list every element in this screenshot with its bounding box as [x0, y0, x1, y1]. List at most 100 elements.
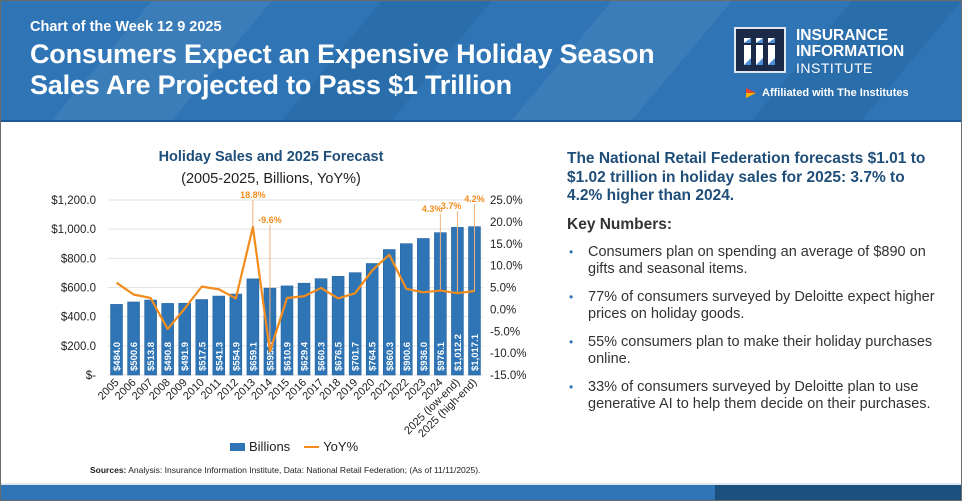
bar-value-label: $1,012.2	[453, 334, 464, 371]
bar	[280, 285, 294, 376]
y-right-tick-label: 5.0%	[490, 283, 516, 295]
list-item: • 33% of consumers surveyed by Deloitte p…	[567, 379, 937, 414]
yoy-callout-label: 4.2%	[464, 194, 485, 204]
bar-value-label: $541.3	[214, 342, 225, 371]
bar-value-label: $701.7	[351, 342, 362, 371]
bar	[382, 249, 396, 376]
institutes-arrow-icon	[746, 88, 756, 98]
list-item: • Consumers plan on spending an average o…	[567, 244, 937, 279]
bar	[161, 303, 174, 376]
y-right-tick-label: 25.0%	[490, 195, 523, 207]
bar-value-label: $1,017.1	[470, 333, 481, 371]
y-right-tick-label: -5.0%	[490, 326, 520, 338]
logo-line-2: INFORMATION	[796, 43, 905, 60]
y-right-tick-label: 10.0%	[490, 261, 523, 273]
bar	[417, 238, 430, 376]
y-left-tick-label: $1,000.0	[51, 224, 96, 236]
bar	[400, 243, 413, 376]
combo-chart: $- $200.0 $400.0 $600.0 $800.0 $1,000.0 $1,200…	[51, 190, 526, 440]
sources-label: Sources:	[90, 465, 127, 475]
bar-value-label: $659.1	[248, 341, 259, 371]
y-left-tick-label: $400.0	[61, 312, 96, 324]
y-right-tick-label: -15.0%	[490, 370, 526, 382]
bar-value-label: $484.0	[112, 342, 123, 371]
chart-of-week-label: Chart of the Week 12 9 2025	[30, 19, 222, 35]
footer-accent	[715, 485, 961, 500]
chart-legend: Billions YoY%	[230, 439, 358, 454]
legend-line-swatch	[304, 445, 320, 448]
bar-value-label: $517.5	[197, 341, 208, 371]
bar-value-label: $976.1	[436, 341, 447, 371]
bar	[195, 299, 209, 376]
bar-value-label: $629.4	[300, 341, 311, 371]
logo-wordmark: INSURANCE INFORMATION INSTITUTE	[796, 27, 905, 77]
iii-logo-icon	[734, 27, 786, 73]
bullet-text: 33% of consumers surveyed by Deloitte pl…	[588, 378, 931, 413]
y-right-tick-label: -10.0%	[490, 348, 526, 360]
y-left-tick-label: $600.0	[61, 283, 96, 295]
footer-divider	[1, 483, 961, 485]
bullet-text: 77% of consumers surveyed by Deloitte ex…	[588, 288, 935, 323]
list-item: • 77% of consumers surveyed by Deloitte e…	[567, 289, 937, 324]
page-title: Consumers Expect an Expensive Holiday Se…	[30, 39, 655, 101]
yoy-callout-label: 18.8%	[240, 190, 266, 200]
chart-title: Holiday Sales and 2025 Forecast	[158, 149, 384, 165]
title-line-1: Consumers Expect an Expensive Holiday Se…	[30, 39, 655, 69]
bar	[348, 272, 362, 376]
chart-subtitle: (2005-2025, Billions, YoY%)	[181, 171, 361, 187]
bar-value-label: $595.5	[265, 341, 276, 371]
legend-line-label: YoY%	[323, 439, 359, 454]
key-numbers-heading: Key Numbers:	[567, 215, 673, 233]
summary-headline: The National Retail Federation forecasts…	[567, 150, 926, 204]
bar-value-label: $860.3	[385, 342, 396, 371]
bar	[212, 295, 226, 376]
legend-bar-swatch	[230, 442, 245, 451]
y-left-tick-label: $200.0	[61, 341, 96, 353]
header-divider	[1, 120, 961, 122]
y-left-tick-label: $-	[86, 370, 96, 382]
footer-bar	[1, 485, 961, 500]
bar-value-label: $764.5	[368, 341, 379, 371]
bar-value-label: $491.9	[180, 342, 191, 371]
key-numbers-list: • Consumers plan on spending an average o…	[567, 244, 937, 414]
y-right-tick-label: 20.0%	[490, 217, 523, 229]
y-left-tick-label: $1,200.0	[51, 195, 96, 207]
summary-panel: The National Retail Federation forecasts…	[567, 150, 937, 424]
bar	[365, 263, 379, 376]
bar	[314, 278, 328, 376]
yoy-line	[115, 226, 475, 353]
logo-line-3: INSTITUTE	[796, 60, 873, 76]
bar-value-label: $676.5	[334, 341, 345, 371]
bullet-icon: •	[569, 379, 574, 394]
title-line-2: Sales Are Projected to Pass $1 Trillion	[30, 70, 512, 100]
bar-value-label: $500.6	[129, 342, 140, 371]
bar-value-label: $936.0	[419, 342, 430, 371]
bar-value-label: $610.9	[282, 342, 293, 371]
bar-value-label: $900.6	[402, 342, 413, 371]
legend-bar-label: Billions	[249, 439, 291, 454]
bar	[331, 276, 345, 376]
y-right-tick-label: 15.0%	[490, 239, 523, 251]
bar	[297, 282, 311, 376]
bar-value-label: $513.8	[146, 342, 157, 371]
affiliation-text: Affiliated with The Institutes	[762, 87, 909, 99]
bar-value-label: $554.9	[231, 342, 242, 371]
bullet-icon: •	[569, 334, 574, 349]
bullet-icon: •	[569, 244, 574, 259]
bar	[246, 278, 260, 376]
sources-note: Sources: Analysis: Insurance Information…	[90, 465, 480, 475]
y-right-tick-label: 0.0%	[490, 304, 516, 316]
affiliation: Affiliated with The Institutes	[746, 87, 909, 99]
yoy-callout-label: 4.3%	[422, 204, 443, 214]
bullet-text: Consumers plan on spending an average of…	[588, 243, 926, 278]
bar-value-label: $660.3	[317, 342, 328, 371]
header-banner: Chart of the Week 12 9 2025 Consumers Ex…	[1, 1, 961, 122]
bullet-icon: •	[569, 289, 574, 304]
logo-line-1: INSURANCE	[796, 27, 889, 44]
yoy-callout-label: -9.6%	[258, 215, 282, 225]
bullet-text: 55% consumers plan to make their holiday…	[588, 333, 933, 368]
bar	[127, 301, 140, 376]
bar-value-label: $490.8	[163, 342, 174, 371]
bar	[110, 304, 123, 376]
